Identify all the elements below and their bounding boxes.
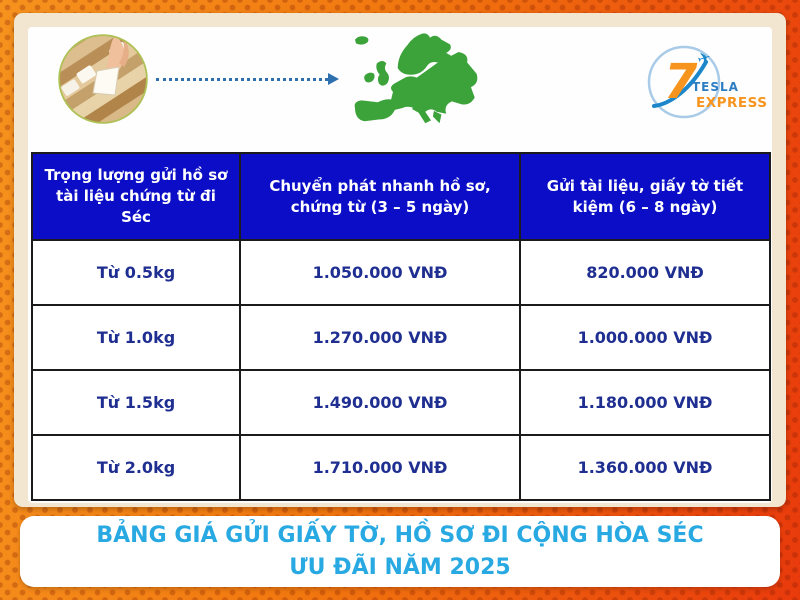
table-row: Từ 1.0kg 1.270.000 VNĐ 1.000.000 VNĐ <box>31 304 771 371</box>
brand-name: TESLA <box>692 80 739 94</box>
col-header-express: Chuyển phát nhanh hồ sơ, chứng từ (3 – 5… <box>239 152 521 241</box>
header-row: Trọng lượng gửi hồ sơ tài liệu chứng từ … <box>31 152 771 241</box>
col-header-saver: Gửi tài liệu, giấy tờ tiết kiệm (6 – 8 n… <box>519 152 771 241</box>
logo-mark: 7 <box>664 54 698 110</box>
weight-cell: Từ 1.0kg <box>31 304 241 371</box>
express-price-cell: 1.490.000 VNĐ <box>239 369 521 436</box>
documents-photo <box>58 34 148 124</box>
express-price-cell: 1.050.000 VNĐ <box>239 239 521 306</box>
banner-title-line2: ƯU ĐÃI NĂM 2025 <box>289 554 511 580</box>
tesla-express-logo: 7 ✈ TESLA EXPRESS <box>646 42 768 126</box>
europe-map-icon <box>354 33 478 124</box>
saver-price-cell: 820.000 VNĐ <box>519 239 771 306</box>
arrowhead-icon <box>328 73 339 85</box>
express-price-cell: 1.270.000 VNĐ <box>239 304 521 371</box>
table-row: Từ 0.5kg 1.050.000 VNĐ 820.000 VNĐ <box>31 239 771 306</box>
saver-price-cell: 1.180.000 VNĐ <box>519 369 771 436</box>
banner-title-line1: BẢNG GIÁ GỬI GIẤY TỜ, HỒ SƠ ĐI CỘNG HÒA … <box>96 523 704 549</box>
airplane-icon: ✈ <box>695 47 714 69</box>
saver-price-cell: 1.000.000 VNĐ <box>519 304 771 371</box>
weight-cell: Từ 0.5kg <box>31 239 241 306</box>
express-price-cell: 1.710.000 VNĐ <box>239 434 521 501</box>
table-row: Từ 1.5kg 1.490.000 VNĐ 1.180.000 VNĐ <box>31 369 771 436</box>
brand-suffix: EXPRESS <box>696 95 768 111</box>
saver-price-cell: 1.360.000 VNĐ <box>519 434 771 501</box>
weight-cell: Từ 2.0kg <box>31 434 241 501</box>
title-banner: BẢNG GIÁ GỬI GIẤY TỜ, HỒ SƠ ĐI CỘNG HÒA … <box>20 516 780 587</box>
price-table: Trọng lượng gửi hồ sơ tài liệu chứng từ … <box>31 152 771 501</box>
table-row: Từ 2.0kg 1.710.000 VNĐ 1.360.000 VNĐ <box>31 434 771 501</box>
dotted-arrow-icon <box>156 78 328 81</box>
col-header-weight: Trọng lượng gửi hồ sơ tài liệu chứng từ … <box>31 152 241 241</box>
weight-cell: Từ 1.5kg <box>31 369 241 436</box>
